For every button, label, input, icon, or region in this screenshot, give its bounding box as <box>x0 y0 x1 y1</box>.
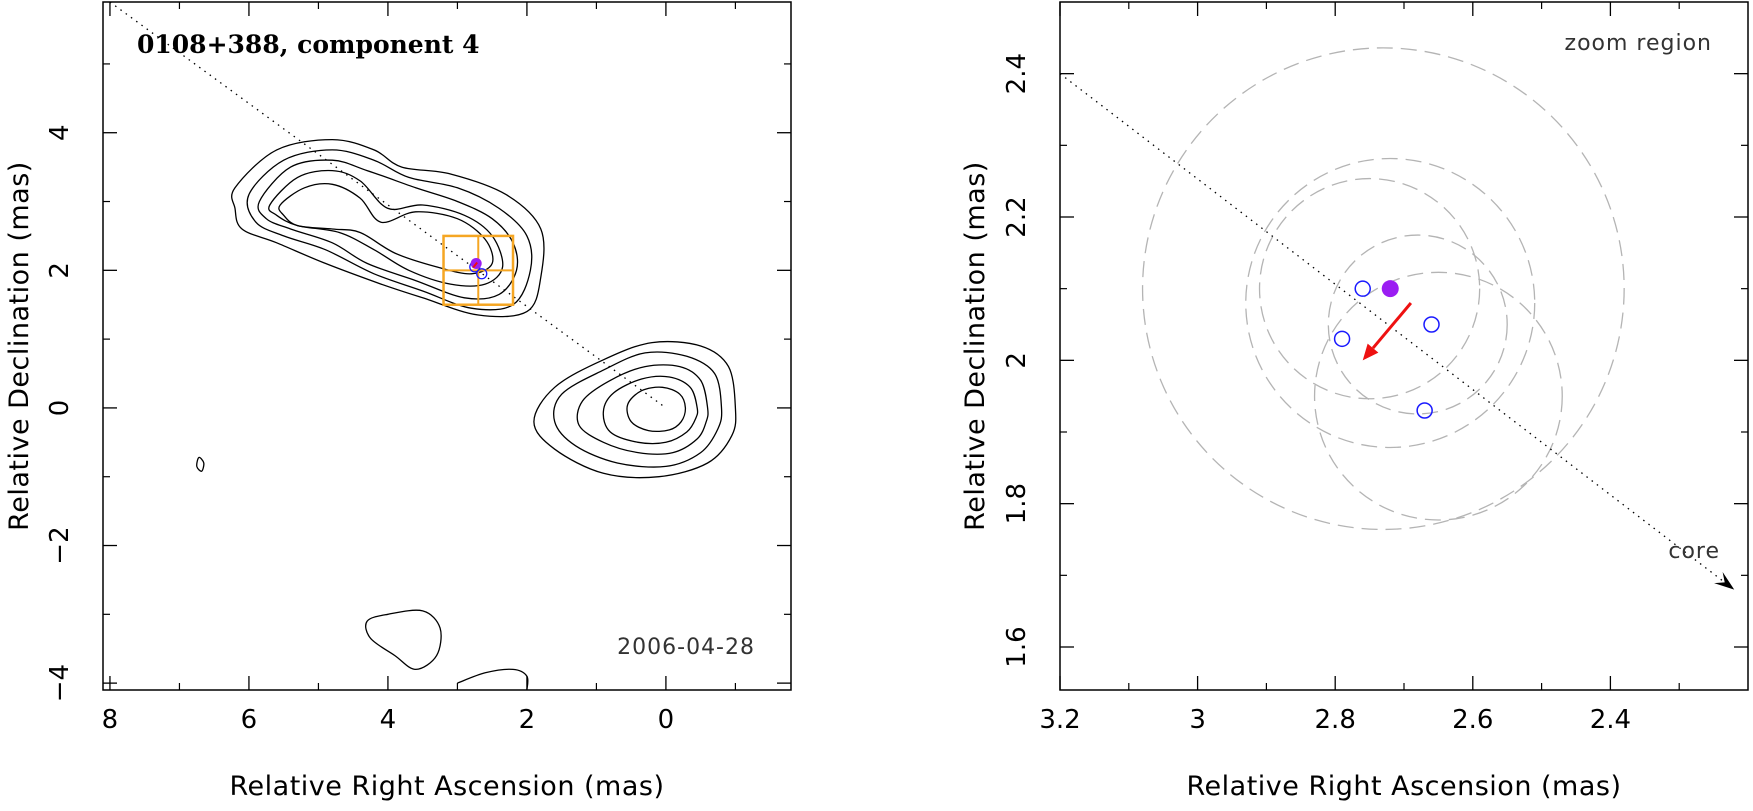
left-ytick-label: 4 <box>45 124 75 141</box>
right-xtick-label: 2.4 <box>1590 705 1631 735</box>
error-circle <box>1313 271 1563 521</box>
right-ytick-label: 2.4 <box>1002 53 1032 94</box>
component-open-marker <box>476 268 488 280</box>
jet-axis-line <box>109 1 667 409</box>
left-ytick-label: 2 <box>45 262 75 279</box>
right-xtick-label: 3 <box>1189 705 1206 735</box>
component-open-marker <box>1333 330 1351 348</box>
right-x-axis-label: Relative Right Ascension (mas) <box>1186 771 1621 802</box>
error-circle <box>1327 234 1508 415</box>
left-xtick-label: 0 <box>658 705 675 735</box>
left-xtick-label: 8 <box>102 705 119 735</box>
motion-arrow-shaft <box>1371 302 1413 350</box>
contour-core-2 <box>553 351 723 468</box>
right-components <box>1333 280 1440 419</box>
right-ticks: 3.2 3 2.8 2.6 2.4 2.4 2.2 2 1.8 1.6 <box>1002 2 1748 735</box>
left-x-axis-label: Relative Right Ascension (mas) <box>229 771 664 802</box>
contour-blob-south <box>365 609 442 671</box>
right-y-axis-label: Relative Declination (mas) <box>960 161 991 531</box>
error-circle <box>1245 157 1536 449</box>
right-core-label: core <box>1668 539 1720 564</box>
right-ytick-label: 2 <box>1002 352 1032 369</box>
contour-jet-1 <box>231 138 545 318</box>
component-filled-marker <box>1381 280 1399 298</box>
contour-jet-2 <box>246 149 533 311</box>
right-motion-arrow <box>1362 302 1413 361</box>
contour-south-edge-arc <box>457 668 529 691</box>
component-open-marker <box>1423 316 1440 333</box>
left-plot-frame <box>102 1 792 691</box>
component-motion-tick <box>472 261 478 269</box>
right-ytick-label: 1.6 <box>1002 626 1032 667</box>
left-panel-contour-map: 8 6 4 2 0 4 2 0 −2 −4 0108+388, component 4 2006-… <box>4 1 792 802</box>
motion-arrow-head <box>1362 343 1379 361</box>
contour-core-1 <box>533 340 737 479</box>
core-direction-arrowhead <box>1714 571 1735 590</box>
component-open-marker <box>1354 280 1371 297</box>
left-title: 0108+388, component 4 <box>137 30 480 59</box>
right-error-circles <box>1141 47 1625 531</box>
contour-jet-3 <box>257 159 519 300</box>
contour-jet-5 <box>278 182 494 275</box>
right-jet-axis <box>1059 73 1735 591</box>
right-ytick-label: 2.2 <box>1002 196 1032 237</box>
left-xtick-label: 2 <box>519 705 536 735</box>
left-contours <box>196 138 737 691</box>
left-ytick-label: −4 <box>45 664 75 702</box>
right-panel-zoom-region: 3.2 3 2.8 2.6 2.4 2.4 2.2 2 1.8 1.6 zoom region c… <box>960 1 1749 802</box>
right-zoom-region-label: zoom region <box>1565 31 1712 56</box>
right-xtick-label: 2.8 <box>1315 705 1356 735</box>
component-open-marker <box>1416 402 1433 419</box>
right-xtick-label: 3.2 <box>1039 705 1080 735</box>
contour-jet-4 <box>268 169 504 287</box>
left-y-axis-label: Relative Declination (mas) <box>4 161 35 531</box>
left-components <box>469 257 488 280</box>
left-ticks: 8 6 4 2 0 4 2 0 −2 −4 <box>45 2 791 735</box>
right-xtick-label: 2.6 <box>1452 705 1493 735</box>
left-ytick-label: 0 <box>45 400 75 417</box>
left-date-label: 2006-04-28 <box>617 635 755 660</box>
left-xtick-label: 6 <box>241 705 258 735</box>
left-ytick-label: −2 <box>45 526 75 564</box>
left-xtick-label: 4 <box>380 705 397 735</box>
contour-blob-west <box>196 456 205 472</box>
left-jet-axis <box>109 1 667 409</box>
jet-axis-line <box>1059 73 1735 591</box>
contour-core-5 <box>626 386 687 433</box>
error-circle <box>1141 47 1625 531</box>
contour-core-3 <box>576 364 709 455</box>
contour-core-4 <box>602 375 699 445</box>
error-circle <box>1258 177 1481 400</box>
right-plot-frame <box>1059 1 1749 691</box>
right-ytick-label: 1.8 <box>1002 483 1032 524</box>
